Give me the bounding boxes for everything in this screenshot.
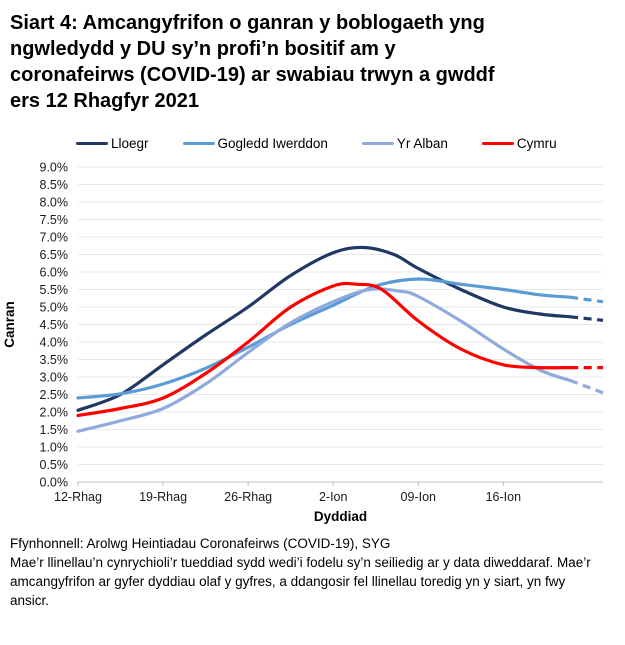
y-tick-label-1.0%: 1.0%: [40, 441, 69, 455]
legend-label-gogledd-iwerddon: Gogledd Iwerddon: [217, 135, 328, 151]
y-tick-label-0.0%: 0.0%: [40, 476, 69, 490]
legend-swatch-gogledd-iwerddon: [182, 141, 215, 145]
y-tick-label-7.0%: 7.0%: [40, 231, 69, 245]
chart-footer: Ffynhonnell: Arolwg Heintiadau Coronafei…: [10, 534, 613, 610]
y-tick-label-2.5%: 2.5%: [40, 388, 69, 402]
y-tick-label-3.5%: 3.5%: [40, 353, 69, 367]
y-tick-label-9.0%: 9.0%: [40, 161, 69, 175]
series-line-cymru: [76, 281, 572, 418]
legend-label-yr-alban: Yr Alban: [396, 135, 448, 151]
series-line-dashed-gogledd-iwerddon: [569, 295, 604, 304]
y-tick-label-3.0%: 3.0%: [40, 371, 69, 385]
y-tick-label-6.5%: 6.5%: [40, 248, 69, 262]
x-axis-title: Dyddiad: [314, 509, 367, 524]
y-tick-label-0.5%: 0.5%: [40, 458, 69, 472]
series-line-yr-alban: [76, 287, 572, 433]
y-tick-label-1.5%: 1.5%: [40, 423, 69, 437]
trend-line-chart: 0.0% 0.5% 1.0% 1.5% 2.0% 2.5% 3.0% 3.5% 4.0% 4.5%…: [2, 161, 604, 524]
y-tick-label-2.0%: 2.0%: [40, 406, 69, 420]
series-line-dashed-yr-alban: [569, 378, 604, 395]
legend-label-cymru: Cymru: [516, 135, 557, 151]
y-tick-label-5.5%: 5.5%: [40, 283, 69, 297]
chart-title-line-1: Siart 4: Amcangyfrifon o ganran y boblog…: [10, 12, 485, 34]
y-tick-label-7.5%: 7.5%: [40, 213, 69, 227]
page: Siart 4: Amcangyfrifon o ganran y boblog…: [0, 10, 625, 645]
chart-title-line-4: ers 12 Rhagfyr 2021: [10, 90, 200, 112]
legend-swatch-yr-alban: [361, 141, 394, 145]
x-tick-label-2-ion: 2-Ion: [319, 490, 348, 504]
y-tick-label-8.0%: 8.0%: [40, 196, 69, 210]
series-line-dashed-lloegr: [570, 315, 604, 322]
y-tick-label-5.0%: 5.0%: [40, 301, 69, 315]
legend-swatch-lloegr: [76, 141, 108, 145]
legend-item-gogledd-iwerddon: Gogledd Iwerddon: [182, 135, 328, 151]
x-tick-label-12-rhag: 12-Rhag: [54, 490, 102, 504]
methodology-note: Mae’r llinellau’n cynrychioli’r tueddiad…: [10, 555, 591, 608]
y-tick-label-8.5%: 8.5%: [40, 178, 69, 192]
legend-item-yr-alban: Yr Alban: [361, 135, 448, 151]
x-tick-label-09-ion: 09-Ion: [401, 490, 436, 504]
x-tick-label-26-rhag: 26-Rhag: [224, 490, 272, 504]
y-tick-label-6.0%: 6.0%: [40, 266, 69, 280]
source-text: Ffynhonnell: Arolwg Heintiadau Coronafei…: [10, 536, 391, 551]
legend-label-lloegr: Lloegr: [111, 135, 149, 151]
legend-swatch-cymru: [481, 141, 514, 145]
chart-title-line-2: ngwledydd y DU sy’n profi’n bositif am y: [10, 38, 396, 60]
y-tick-label-4.5%: 4.5%: [40, 318, 69, 332]
legend-item-cymru: Cymru: [481, 135, 557, 151]
series-line-gogledd-iwerddon: [76, 277, 572, 400]
series-line-lloegr: [76, 245, 572, 412]
chart-title: Siart 4: Amcangyfrifon o ganran y boblog…: [10, 10, 611, 114]
y-tick-label-4.0%: 4.0%: [40, 336, 69, 350]
chart-legend: Lloegr Gogledd Iwerddon Yr Alban Cymru: [76, 134, 625, 152]
x-tick-label-16-ion: 16-Ion: [486, 490, 521, 504]
chart-title-line-3: coronafeirws (COVID-19) ar swabiau trwyn…: [10, 64, 495, 86]
y-axis-title: Canran: [2, 301, 17, 348]
legend-item-lloegr: Lloegr: [76, 136, 149, 151]
x-tick-label-19-rhag: 19-Rhag: [139, 490, 187, 504]
